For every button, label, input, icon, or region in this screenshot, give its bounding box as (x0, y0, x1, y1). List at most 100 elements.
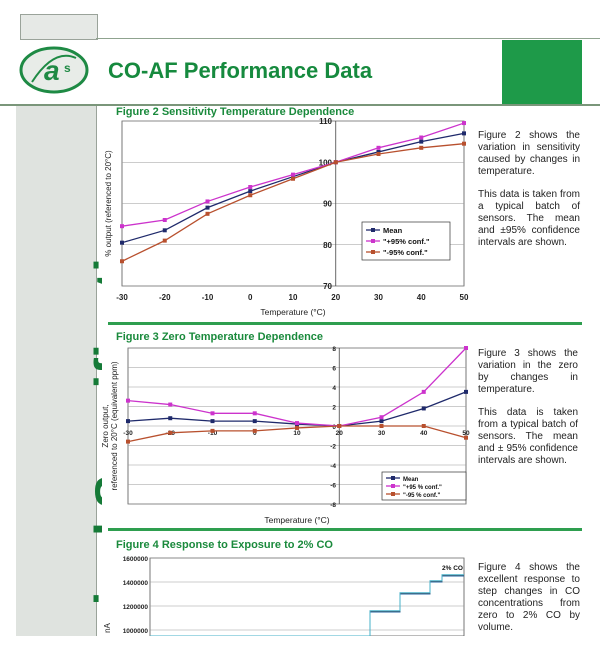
y-tick-label: 90 (323, 200, 332, 209)
x-tick-label: 20 (331, 293, 340, 302)
data-point (421, 424, 426, 428)
x-tick-label: -10 (202, 293, 214, 302)
legend-marker (371, 228, 375, 232)
x-tick-label: 30 (378, 430, 386, 437)
y-tick-label: 6 (332, 366, 336, 373)
figure4-description: Figure 4 shows the excellent response to… (478, 562, 580, 645)
y-tick-label: 1400000 (123, 580, 149, 587)
x-tick-label: 50 (462, 430, 470, 437)
data-point (252, 411, 257, 416)
figure4-desc-paragraph1: Figure 4 shows the excellent response to… (478, 562, 580, 633)
sidebar-label-container: nical Specification (10, 106, 102, 636)
x-tick-label: 0 (253, 430, 257, 437)
data-point (248, 189, 253, 194)
brand-color-block (502, 40, 582, 104)
figure2-title: Figure 2 Sensitivity Temperature Depende… (116, 106, 355, 118)
data-point (120, 259, 124, 264)
data-point (376, 149, 381, 154)
y-axis-label: nA (103, 622, 112, 632)
data-point (168, 430, 173, 435)
data-point (162, 218, 167, 222)
x-axis-label: Temperature (°C) (264, 515, 329, 525)
legend-marker (371, 239, 375, 243)
y-tick-label: 8 (332, 346, 336, 353)
data-point (337, 424, 342, 428)
data-point (462, 121, 466, 126)
y-tick-label: 80 (323, 241, 332, 250)
data-point (162, 238, 167, 243)
data-point (248, 193, 253, 198)
section-rule-2 (108, 528, 582, 531)
sidebar-band (16, 106, 97, 636)
data-point (421, 389, 426, 394)
response-trace (150, 574, 464, 636)
x-tick-label: -20 (159, 293, 171, 302)
section-rule-1 (108, 322, 582, 325)
data-point (379, 424, 384, 428)
data-point (379, 415, 384, 420)
plot-area (149, 557, 465, 636)
data-point (419, 139, 424, 144)
data-point (126, 419, 130, 424)
data-point (168, 402, 173, 407)
x-tick-label: 50 (460, 293, 469, 302)
legend-entry: Mean (383, 226, 403, 235)
legend-entry: Mean (403, 477, 419, 483)
data-point (210, 419, 215, 424)
y-tick-label: -8 (330, 502, 336, 509)
y-tick-label: 100 (319, 158, 333, 167)
data-point (333, 160, 338, 165)
y-axis-label: % output (referenced to 20°C) (104, 150, 113, 257)
figure2-chart: 70 80 90 100 110 -30 -20 -10 0 10 20 30 40 50 Temperat… (104, 117, 469, 317)
x-tick-label: -10 (208, 430, 218, 437)
data-point (464, 435, 468, 440)
data-point (162, 228, 167, 233)
y-tick-label: 110 (319, 117, 332, 126)
figure4-title: Figure 4 Response to Exposure to 2% CO (116, 539, 333, 551)
figure2-desc-paragraph2: This data is taken from a typical batch … (478, 189, 580, 248)
figure3-description: Figure 3 shows the variation in the zero… (478, 348, 578, 478)
data-point (291, 174, 295, 179)
x-tick-label: 0 (248, 293, 253, 302)
legend-entry: "-95 % conf." (403, 493, 441, 499)
header-top-rule (96, 38, 600, 39)
x-tick-label: -30 (123, 430, 133, 437)
y-tick-label: 1000000 (123, 628, 149, 635)
legend-marker (391, 484, 395, 488)
data-point (291, 176, 295, 181)
y-tick-label: 4 (332, 385, 336, 392)
data-point (252, 428, 257, 433)
data-point (126, 439, 130, 444)
logo-letter: a (44, 55, 60, 86)
x-tick-label: -30 (116, 293, 128, 302)
data-point (421, 406, 426, 411)
company-logo: a s (19, 46, 89, 94)
legend-entry: "+95% conf." (383, 237, 430, 246)
figure2-desc-paragraph1: Figure 2 shows the variation in sensitiv… (478, 130, 580, 177)
y-tick-label: -6 (330, 483, 336, 490)
figure3-desc-paragraph1: Figure 3 shows the variation in the zero… (478, 348, 578, 395)
data-point (295, 421, 299, 426)
data-point (379, 419, 384, 424)
y-tick-label: 70 (323, 282, 332, 291)
data-point (210, 411, 215, 416)
legend-marker (371, 250, 375, 254)
data-point (210, 428, 215, 433)
page-title: CO-AF Performance Data (108, 58, 373, 83)
data-point (462, 141, 466, 146)
x-tick-label: 40 (417, 293, 426, 302)
data-point (120, 224, 124, 229)
x-axis-label: Temperature (°C) (260, 307, 325, 317)
y-tick-label: -2 (330, 444, 336, 451)
data-point (252, 419, 257, 424)
data-point (376, 145, 381, 150)
y-tick-label: 2 (332, 405, 336, 412)
y-tick-label: -4 (330, 463, 336, 470)
data-point (168, 416, 173, 421)
x-tick-label: 20 (336, 430, 344, 437)
y-axis-label: referenced to 20°C (equivalent ppm) (110, 361, 119, 490)
y-tick-label: 0 (332, 424, 336, 431)
data-point (291, 172, 295, 177)
data-point (120, 240, 124, 245)
legend-marker (391, 476, 395, 480)
